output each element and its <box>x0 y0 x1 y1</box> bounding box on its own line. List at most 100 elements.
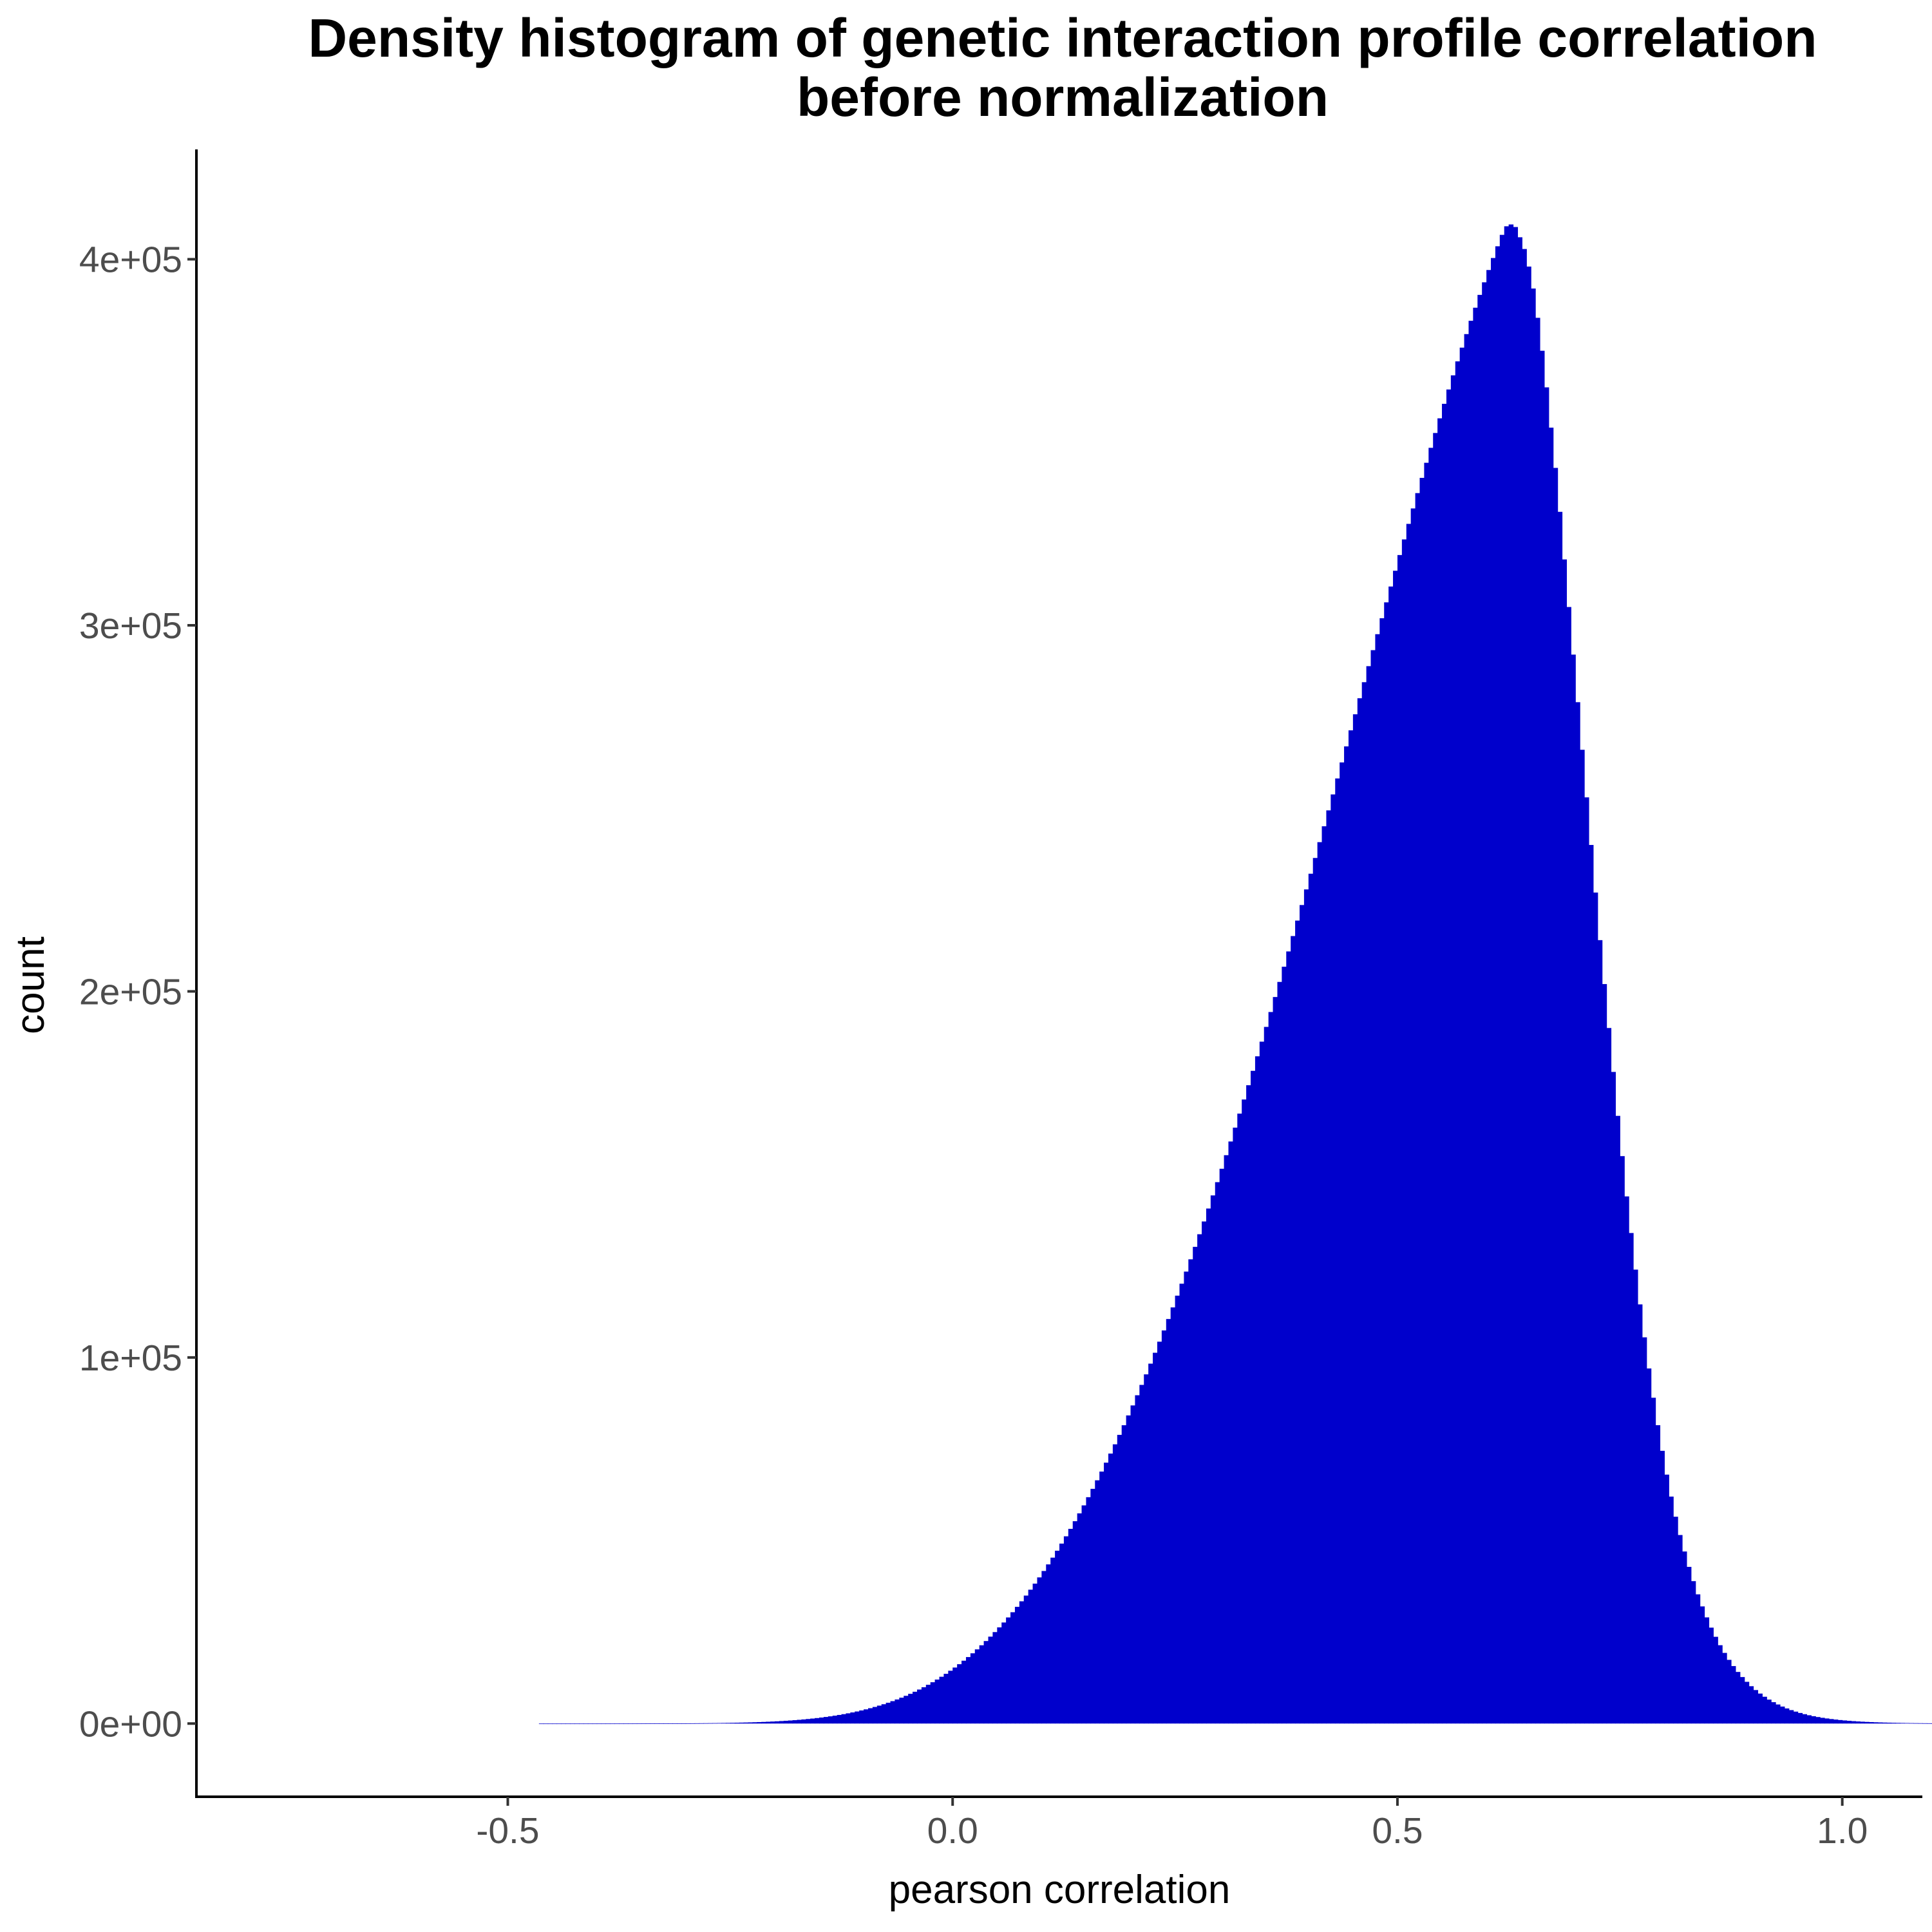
histogram-bar <box>881 1704 887 1724</box>
histogram-bar <box>1820 1718 1825 1724</box>
histogram-bar <box>1268 1012 1274 1724</box>
histogram-bar <box>872 1707 878 1724</box>
histogram-bar <box>908 1694 913 1724</box>
histogram-bar <box>1522 249 1527 1724</box>
histogram-bar <box>552 1723 558 1725</box>
histogram-bar <box>1286 951 1291 1724</box>
histogram-bar <box>659 1723 664 1724</box>
histogram-bar <box>1299 905 1305 1724</box>
histogram-bar <box>1464 334 1470 1724</box>
histogram-bar <box>654 1723 659 1724</box>
histogram-bar <box>628 1723 633 1725</box>
histogram-bar <box>1068 1528 1074 1724</box>
histogram-bar <box>556 1723 562 1725</box>
histogram-bar <box>1508 224 1514 1724</box>
histogram-bar <box>904 1696 909 1724</box>
histogram-bar <box>1291 936 1296 1724</box>
histogram-bar <box>1468 321 1473 1724</box>
histogram-bar <box>1873 1722 1879 1724</box>
histogram-bar <box>1179 1283 1185 1724</box>
histogram-bar <box>1348 730 1354 1724</box>
histogram-bar <box>921 1687 927 1724</box>
histogram-bar <box>587 1723 593 1725</box>
histogram-bar <box>1828 1719 1834 1724</box>
histogram-bar <box>846 1713 851 1724</box>
histogram-bar <box>1019 1601 1025 1724</box>
histogram-bar <box>619 1723 624 1725</box>
histogram-bar <box>1303 889 1309 1724</box>
histogram-bar <box>1615 1115 1620 1724</box>
histogram-bar <box>645 1723 651 1725</box>
histogram-bar <box>1922 1723 1927 1724</box>
histogram-bar <box>574 1723 580 1725</box>
histogram-bar <box>1753 1690 1759 1724</box>
histogram-bar <box>859 1710 864 1724</box>
histogram-bar <box>1415 493 1421 1724</box>
histogram-bar <box>1104 1463 1109 1724</box>
histogram-bar <box>681 1723 687 1724</box>
histogram-bar <box>605 1723 611 1725</box>
histogram-bar <box>899 1698 904 1724</box>
histogram-bar <box>1690 1581 1696 1724</box>
histogram-bar <box>1539 350 1545 1724</box>
histogram-bar <box>565 1723 571 1725</box>
histogram-bar <box>1077 1513 1083 1724</box>
histogram-bar <box>685 1723 691 1724</box>
histogram-bar <box>1846 1721 1852 1724</box>
histogram-bar <box>547 1723 553 1725</box>
histogram-bar <box>1535 317 1540 1724</box>
histogram-bar <box>708 1723 713 1724</box>
histogram-bar <box>1157 1341 1162 1724</box>
histogram-bar <box>1175 1295 1180 1724</box>
histogram-bar <box>1646 1368 1652 1724</box>
histogram-bar <box>1308 873 1314 1724</box>
histogram-bar <box>1748 1686 1754 1724</box>
histogram-bar <box>1335 778 1340 1724</box>
histogram-bar <box>783 1721 789 1724</box>
histogram-bar <box>930 1682 936 1724</box>
histogram-bar <box>974 1649 980 1724</box>
histogram-bar <box>1117 1435 1122 1724</box>
histogram-bar <box>1366 666 1372 1724</box>
histogram-bar <box>1153 1352 1158 1724</box>
histogram-bar <box>1620 1156 1625 1724</box>
histogram-bar <box>1251 1070 1256 1724</box>
histogram-bar <box>774 1721 780 1724</box>
histogram-bar <box>1669 1496 1674 1724</box>
histogram-bar <box>1553 468 1558 1724</box>
histogram-bar <box>1095 1480 1100 1724</box>
histogram-bar <box>1673 1517 1678 1724</box>
histogram-bar <box>583 1723 589 1725</box>
histogram-bar <box>596 1723 602 1725</box>
histogram-bar <box>1023 1595 1029 1724</box>
histogram-bar <box>1393 571 1398 1724</box>
histogram-bar <box>1727 1660 1732 1724</box>
histogram-bar <box>1730 1666 1736 1724</box>
histogram-bar <box>1433 433 1438 1724</box>
histogram-bar <box>823 1717 829 1724</box>
histogram-bar <box>1170 1307 1176 1724</box>
histogram-bar <box>1802 1714 1808 1724</box>
histogram-bar <box>864 1709 869 1724</box>
histogram-bar <box>1855 1721 1861 1724</box>
histogram-bar <box>1495 246 1501 1724</box>
y-tick-label: 4e+05 <box>79 240 182 281</box>
histogram-bar <box>1255 1056 1260 1724</box>
histogram-bar <box>1660 1450 1665 1724</box>
histogram-bar <box>1557 511 1563 1724</box>
histogram-bar <box>1259 1041 1265 1724</box>
histogram-bar <box>1580 750 1585 1724</box>
histogram-bar <box>1566 607 1571 1724</box>
histogram-bar <box>1869 1722 1874 1724</box>
histogram-bar <box>934 1679 940 1724</box>
histogram-bar <box>1277 981 1282 1724</box>
histogram-bar <box>943 1674 949 1724</box>
histogram-bar <box>1188 1259 1193 1724</box>
histogram-bar <box>916 1689 922 1724</box>
histogram-bar <box>1517 237 1522 1724</box>
histogram-bar <box>1446 389 1452 1724</box>
histogram-bar <box>1352 714 1358 1724</box>
histogram-bar <box>1148 1363 1153 1724</box>
histogram-bar <box>1246 1085 1251 1724</box>
histogram-bar <box>1655 1425 1661 1724</box>
